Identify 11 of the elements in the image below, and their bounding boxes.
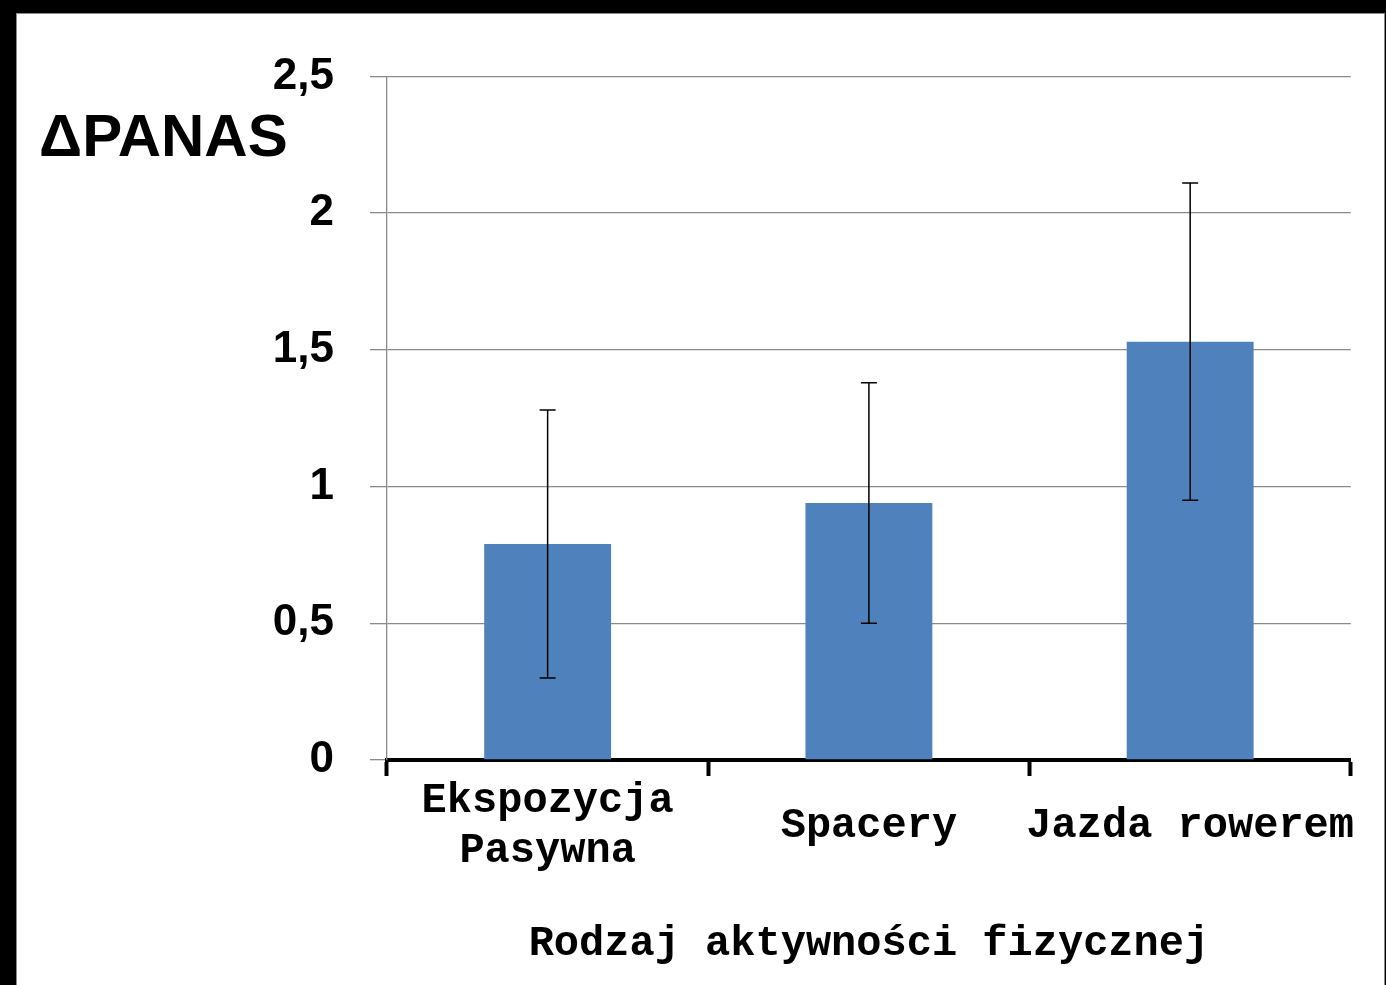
x-axis-title: Rodzaj aktywności fizycznej [528, 920, 1210, 969]
x-tick-label: Ekspozycja Pasywna [421, 776, 674, 875]
y-tick-label: 2 [309, 185, 334, 235]
y-tick-label: 1 [309, 458, 334, 508]
x-tick-label: Spacery [780, 801, 958, 850]
y-tick-label: 0,5 [272, 595, 334, 645]
y-tick-label: 1,5 [272, 321, 334, 371]
y-axis-title: ΔPANAS [39, 102, 288, 169]
y-tick-label: 0 [309, 732, 334, 782]
x-tick-label: Jazda rowerem [1026, 801, 1354, 850]
y-tick-label: 2,5 [272, 48, 334, 98]
